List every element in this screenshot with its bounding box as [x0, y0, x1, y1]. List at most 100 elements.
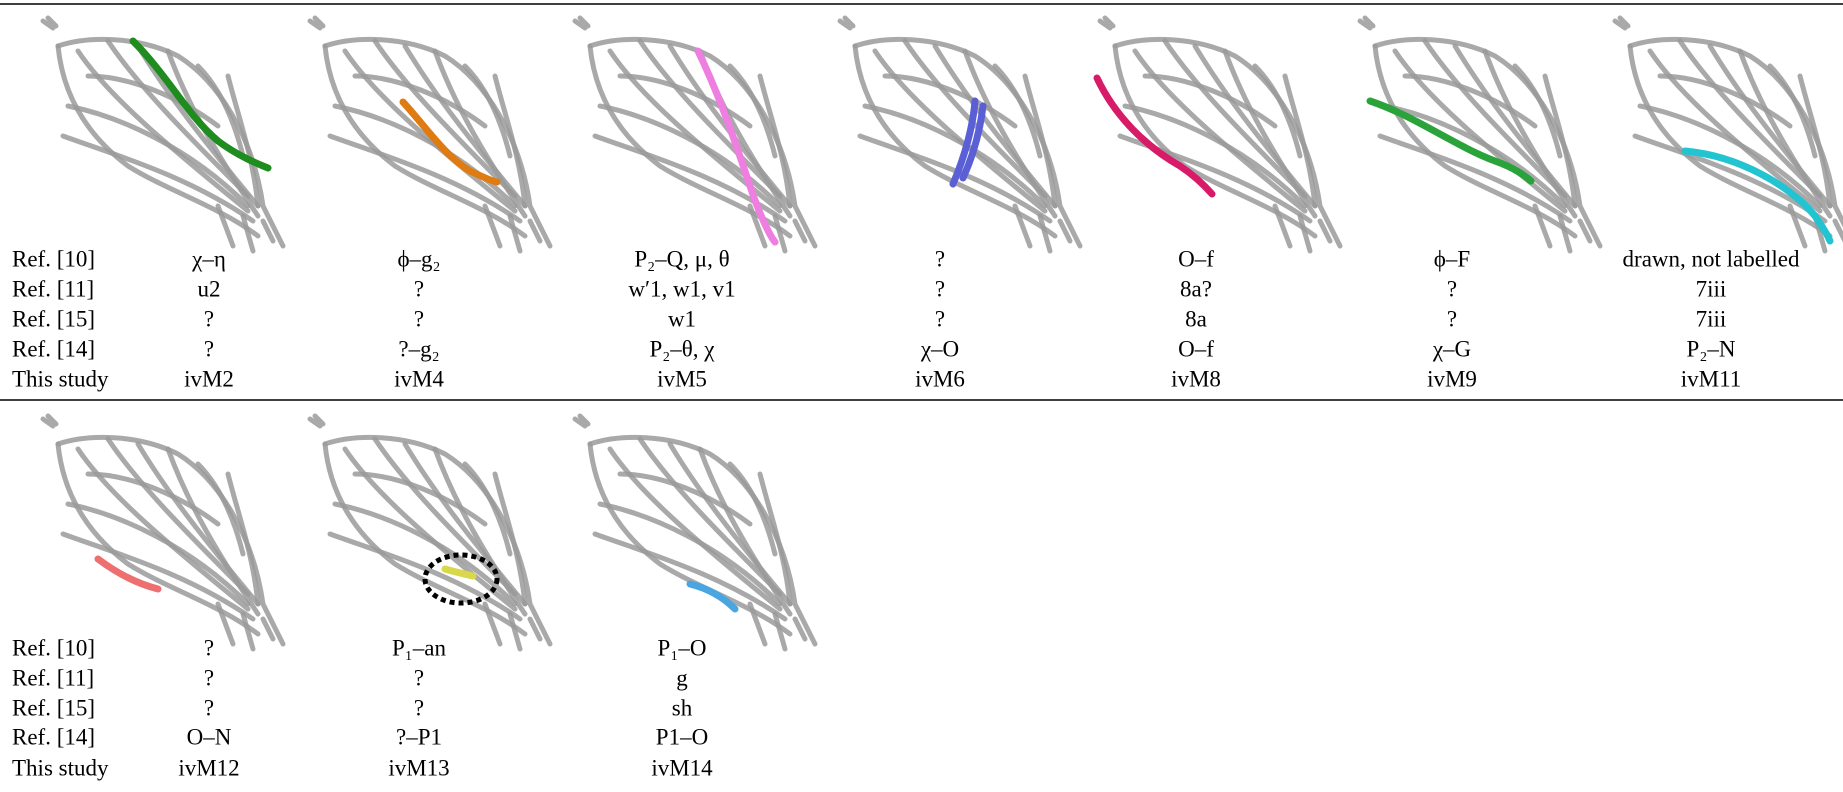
specimen-vein — [1022, 73, 1058, 209]
row-label: Ref. [11] — [12, 665, 94, 690]
specimen-vein — [727, 63, 778, 159]
cell: P₁–an — [392, 635, 447, 660]
cell: drawn, not labelled — [1623, 246, 1800, 271]
specimen-vein — [1057, 218, 1073, 244]
specimen-vein — [727, 461, 778, 557]
specimen-vein — [327, 531, 523, 622]
row-label: Ref. [15] — [12, 695, 95, 720]
row-label: Ref. [15] — [12, 306, 95, 331]
specimen-vein — [637, 436, 783, 597]
specimen-vein — [1097, 15, 1116, 31]
cell: ? — [204, 695, 214, 720]
specimen-vein — [792, 218, 808, 244]
specimen-vein — [857, 133, 1053, 224]
cell: ?–P1 — [396, 724, 442, 749]
specimen-vein — [1557, 213, 1573, 254]
specimen-vein — [597, 103, 783, 209]
muscle — [686, 580, 739, 613]
row-label: Ref. [10] — [12, 246, 95, 271]
row-label: Ref. [11] — [12, 276, 94, 301]
cell: P₂–Q, μ, θ — [634, 246, 729, 271]
specimen-vein — [327, 133, 523, 224]
cell: ? — [414, 306, 424, 331]
specimen-vein — [492, 73, 528, 209]
cell: O–f — [1178, 336, 1214, 361]
specimen-vein — [482, 601, 503, 647]
cell: ivM9 — [1427, 366, 1477, 391]
cell: χ–G — [1432, 336, 1471, 361]
muscle — [1366, 97, 1535, 185]
muscle — [1093, 74, 1216, 198]
cell: O–N — [187, 724, 232, 749]
cell: sh — [672, 695, 693, 720]
specimen-vein — [1272, 203, 1293, 249]
cell: w′1, w1, v1 — [628, 276, 735, 301]
specimen-vein — [507, 611, 523, 652]
specimen-image — [572, 15, 818, 254]
specimen-vein — [352, 73, 488, 129]
specimen-vein — [342, 48, 518, 214]
specimen-vein — [757, 73, 793, 209]
specimen-vein — [105, 436, 251, 597]
specimen-vein — [882, 73, 1018, 129]
specimen-vein — [1392, 48, 1568, 214]
specimen-vein — [1012, 203, 1033, 249]
specimen-vein — [1297, 213, 1313, 254]
specimen-vein — [1542, 73, 1578, 209]
cell: O–f — [1178, 246, 1214, 271]
specimen-image — [1357, 15, 1603, 254]
specimen-vein — [697, 446, 793, 617]
specimen-vein — [747, 601, 768, 647]
specimen-vein — [40, 15, 59, 31]
specimen-vein — [1647, 48, 1823, 214]
specimen-vein — [307, 413, 326, 429]
specimen-vein — [1832, 218, 1843, 243]
specimen-vein — [492, 471, 528, 607]
specimen-vein — [1037, 213, 1053, 254]
specimen-vein — [527, 218, 543, 244]
specimen-vein — [617, 471, 753, 527]
row-label: Ref. [10] — [12, 635, 95, 660]
specimen-vein — [1532, 203, 1553, 249]
specimen-vein — [592, 531, 788, 622]
specimen-vein — [862, 103, 1048, 209]
muscle — [949, 97, 979, 188]
specimen-vein — [307, 15, 326, 31]
cell: ? — [935, 276, 945, 301]
row-label: This study — [12, 366, 109, 391]
cell: P₁–O — [658, 635, 707, 660]
specimen-vein — [1737, 48, 1833, 219]
highlight-circle — [422, 552, 500, 606]
specimen-vein — [617, 73, 753, 129]
specimen-vein — [1402, 73, 1538, 129]
specimen-vein — [1382, 103, 1568, 209]
cell: ? — [935, 306, 945, 331]
cell: ? — [414, 276, 424, 301]
specimen-vein — [372, 38, 518, 199]
muscle — [94, 555, 162, 593]
specimen-vein — [1122, 103, 1308, 209]
specimen-vein — [1317, 218, 1333, 244]
specimen-vein — [342, 446, 518, 612]
specimen-image — [40, 413, 286, 652]
specimen-vein — [597, 501, 783, 607]
cell: ? — [204, 635, 214, 660]
specimen-vein — [432, 446, 528, 617]
specimen-vein — [65, 501, 251, 607]
specimen-vein — [757, 471, 793, 607]
specimen-image — [307, 413, 553, 652]
muscle — [129, 37, 272, 172]
specimen-vein — [1222, 48, 1318, 219]
muscle — [959, 102, 987, 182]
specimen-vein — [572, 413, 591, 429]
specimen-vein — [462, 63, 513, 159]
specimen-vein — [75, 446, 251, 612]
specimen-vein — [1377, 133, 1573, 224]
specimen-vein — [1117, 133, 1313, 224]
specimen-vein — [225, 73, 261, 209]
cell: w1 — [668, 306, 696, 331]
cell: P1–O — [656, 724, 708, 749]
specimen-vein — [40, 413, 59, 429]
specimen-vein — [1677, 38, 1823, 199]
specimen-vein — [260, 616, 276, 642]
